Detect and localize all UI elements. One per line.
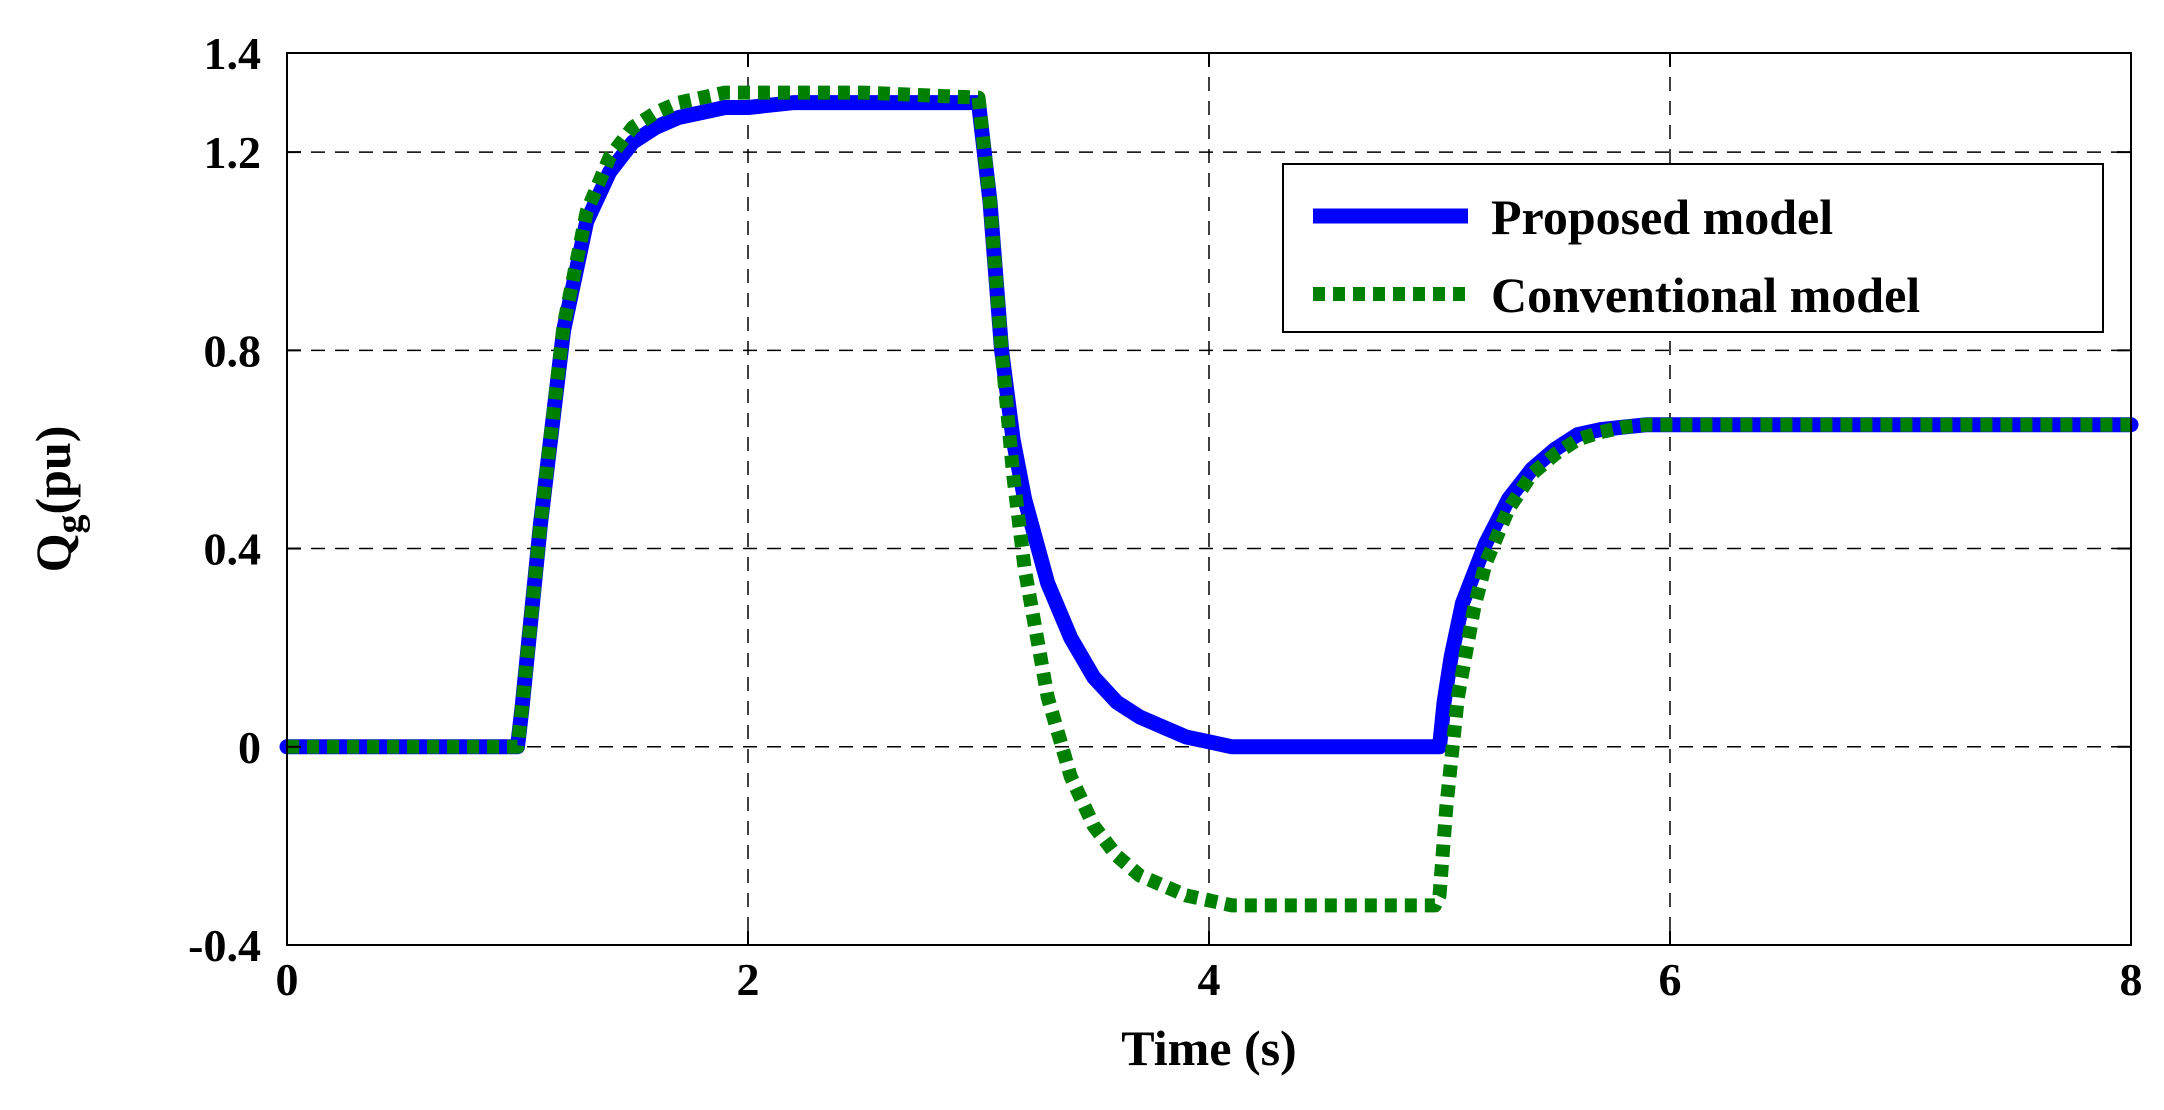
series-line-1 — [287, 85, 2131, 913]
series-layer — [279, 85, 2139, 913]
x-axis-label: Time (s) — [1121, 1020, 1296, 1076]
y-tick-label-2: 0.4 — [204, 524, 262, 575]
x-tick-label-0: 0 — [276, 954, 299, 1005]
legend-label-proposed-model: Proposed model — [1491, 189, 1833, 245]
x-tick-label-2: 4 — [1198, 954, 1221, 1005]
y-tick-label-0: -0.4 — [188, 920, 261, 971]
y-axis-label-main: Q — [25, 534, 81, 573]
y-tick-label-3: 0.8 — [204, 325, 262, 376]
x-tick-label-3: 6 — [1659, 954, 1682, 1005]
legend-box — [1282, 163, 2104, 333]
y-tick-label-5: 1.4 — [204, 28, 262, 79]
legend: Proposed model Conventional model — [1282, 163, 2104, 333]
y-axis-label-subscript: g — [49, 515, 91, 534]
y-axis-label-unit: (pu) — [25, 426, 81, 515]
y-axis-label: Qg(pu) — [25, 426, 91, 573]
y-tick-label-4: 1.2 — [204, 127, 262, 178]
y-tick-label-1: 0 — [238, 722, 261, 773]
x-tick-label-1: 2 — [737, 954, 760, 1005]
legend-label-conventional-model: Conventional model — [1491, 267, 1920, 323]
x-tick-label-4: 8 — [2120, 954, 2143, 1005]
axis-ticks: 0 2 4 6 8 -0.4 0 0.4 0.8 1.2 1.4 — [188, 28, 2142, 1005]
series-line-0 — [279, 95, 2139, 755]
